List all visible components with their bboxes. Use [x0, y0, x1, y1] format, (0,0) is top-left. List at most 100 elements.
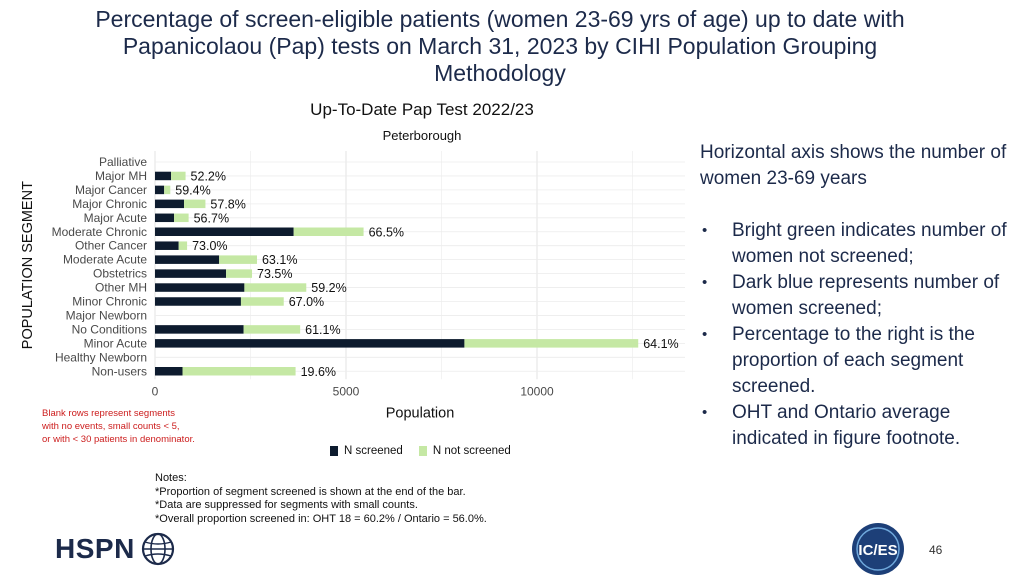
chart-title: Up-To-Date Pap Test 2022/23 [310, 100, 534, 119]
bar-not-screened [243, 325, 301, 334]
bar-screened [155, 339, 465, 348]
y-tick-label: Major Cancer [75, 183, 147, 197]
chart-legend: N screened N not screened [330, 445, 527, 457]
explanation-text: OHT and Ontario average indicated in fig… [732, 402, 961, 449]
ices-logo: IC/ES [848, 522, 908, 576]
bar-not-screened [226, 269, 253, 278]
bar-screened [155, 171, 172, 181]
data-label: 64.1% [643, 337, 678, 351]
data-label: 67.0% [289, 295, 324, 309]
hspn-logo: HSPN [55, 532, 175, 566]
bar-not-screened [184, 199, 206, 209]
y-tick-label: Moderate Acute [63, 253, 147, 267]
explanation-text: Percentage to the right is the proportio… [732, 324, 975, 397]
bar-not-screened [464, 339, 639, 348]
data-label: 59.4% [175, 183, 210, 197]
explanation-item: • Dark blue represents number of women sc… [700, 270, 1015, 322]
legend-item-screened: N screened [330, 445, 403, 457]
blank-note-line: or with < 30 patients in denominator. [42, 434, 195, 445]
explanation-list: • Bright green indicates number of women … [700, 218, 1015, 452]
explanation-text: Bright green indicates number of women n… [732, 220, 1007, 267]
y-tick-label: Major Chronic [72, 197, 147, 211]
data-label: 19.6% [301, 365, 336, 379]
x-tick-label: 5000 [333, 384, 360, 398]
page-number: 46 [929, 543, 943, 557]
bar-not-screened [182, 367, 296, 376]
bar-not-screened [164, 185, 171, 195]
explanation-item: • Bright green indicates number of women … [700, 218, 1015, 270]
bar-screened [155, 297, 241, 306]
explanation-item: • OHT and Ontario average indicated in fi… [700, 400, 1015, 452]
data-label: 56.7% [194, 211, 229, 225]
slide-title: Percentage of screen-eligible patients (… [30, 6, 970, 87]
bar-not-screened [174, 213, 189, 223]
legend-item-not-screened: N not screened [418, 445, 511, 457]
y-tick-label: Non-users [92, 364, 147, 378]
explanation-text: Dark blue represents number of women scr… [732, 272, 1000, 319]
bar-not-screened [240, 297, 284, 306]
bar-screened [155, 213, 175, 223]
bullet-icon: • [702, 274, 708, 291]
notes-line: *Overall proportion screened in: OHT 18 … [155, 512, 487, 525]
y-tick-label: Other MH [95, 281, 147, 295]
data-label: 61.1% [305, 323, 340, 337]
bar-screened [155, 325, 244, 334]
data-label: 63.1% [262, 253, 297, 267]
y-tick-label: Major MH [95, 169, 147, 183]
ices-logo-text: IC/ES [858, 542, 897, 559]
notes-line: *Proportion of segment screened is shown… [155, 485, 466, 498]
slide-title-line: Methodology [434, 60, 566, 86]
legend-label: N not screened [432, 445, 511, 457]
data-label: 57.8% [210, 197, 245, 211]
legend-swatch-not-screened [418, 446, 427, 456]
y-tick-label: Minor Acute [84, 336, 148, 350]
bar-not-screened [293, 227, 364, 236]
data-label: 73.0% [192, 239, 227, 253]
explanation-intro: Horizontal axis shows the number of wome… [700, 142, 1007, 189]
hspn-logo-text: HSPN [55, 533, 135, 564]
bar-screened [155, 283, 245, 292]
x-axis-label: Population [386, 405, 455, 421]
blank-rows-note: Blank rows represent segments with no ev… [42, 407, 242, 446]
notes-line: Notes: [155, 472, 187, 484]
y-tick-label: Minor Chronic [72, 295, 147, 309]
y-tick-label: No Conditions [72, 322, 147, 336]
slide-title-line: Papanicolaou (Pap) tests on March 31, 20… [122, 33, 878, 59]
y-tick-label: Major Acute [84, 211, 148, 225]
blank-note-line: with no events, small counts < 5, [42, 421, 180, 432]
explanation-panel: Horizontal axis shows the number of wome… [700, 140, 1015, 452]
y-tick-label: Moderate Chronic [52, 225, 147, 239]
notes-line: *Data are suppressed for segments with s… [155, 499, 418, 511]
legend-label: N screened [344, 445, 403, 457]
bar-screened [155, 241, 179, 250]
bar-screened [155, 199, 185, 209]
legend-swatch-screened [330, 446, 338, 456]
data-label: 66.5% [369, 225, 404, 239]
chart-notes: Notes: *Proportion of segment screened i… [155, 472, 487, 526]
y-tick-label: Other Cancer [75, 239, 147, 253]
y-tick-label: Major Newborn [66, 308, 147, 322]
slide-title-line: Percentage of screen-eligible patients (… [95, 6, 905, 32]
globe-icon [141, 532, 174, 566]
bullet-icon: • [702, 404, 708, 421]
x-tick-label: 0 [152, 384, 159, 398]
bar-screened [155, 227, 294, 236]
chart-subtitle: Peterborough [382, 128, 462, 143]
y-tick-label: Obstetrics [93, 267, 147, 281]
data-label: 73.5% [257, 267, 292, 281]
bar-not-screened [244, 283, 307, 292]
explanation-item: • Percentage to the right is the proporti… [700, 322, 1015, 400]
bullet-icon: • [702, 326, 708, 343]
bar-screened [155, 185, 165, 195]
y-axis-label: POPULATION SEGMENT [20, 181, 36, 349]
bar-not-screened [171, 171, 186, 181]
y-tick-label: Healthy Newborn [55, 350, 147, 364]
bullet-icon: • [702, 222, 708, 239]
bar-screened [155, 269, 227, 278]
x-tick-label: 10000 [520, 384, 554, 398]
bar-not-screened [219, 255, 257, 264]
data-label: 59.2% [311, 281, 346, 295]
y-tick-label: Palliative [99, 155, 147, 169]
data-label: 52.2% [191, 169, 226, 183]
